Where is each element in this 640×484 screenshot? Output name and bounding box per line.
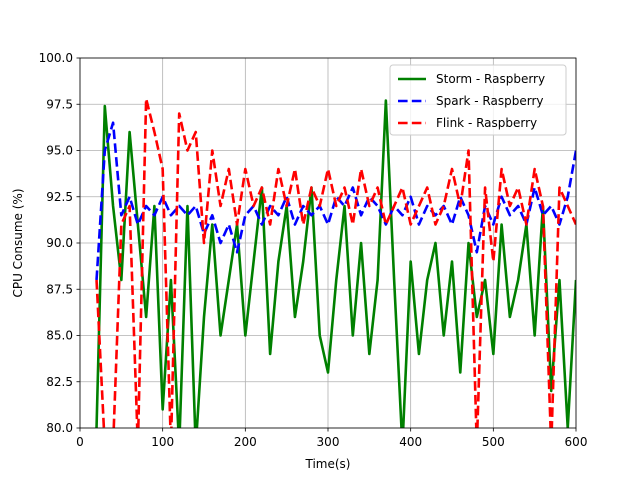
x-tick-label: 400 (399, 435, 422, 449)
y-tick-label: 80.0 (46, 421, 73, 435)
legend-box (389, 64, 567, 136)
x-tick-label: 500 (482, 435, 505, 449)
x-axis-label: Time(s) (305, 457, 351, 471)
plot-area (95, 97, 576, 428)
y-tick-label: 95.0 (46, 144, 73, 158)
y-tick-label: 97.5 (46, 97, 73, 111)
legend-label: Spark - Raspberry (436, 94, 543, 108)
y-tick-label: 82.5 (46, 375, 73, 389)
y-tick-label: 100.0 (39, 51, 73, 65)
series-line (95, 99, 576, 428)
y-tick-label: 90.0 (46, 236, 73, 250)
axes-frame (79, 57, 577, 429)
series-line (95, 97, 576, 428)
y-tick-label: 92.5 (46, 190, 73, 204)
x-tick-label: 0 (76, 435, 84, 449)
legend-label: Flink - Raspberry (436, 116, 537, 130)
y-axis-label: CPU Consume (%) (11, 188, 25, 297)
x-tick-label: 300 (317, 435, 340, 449)
y-tick-label: 85.0 (46, 329, 73, 343)
y-tick-label: 87.5 (46, 282, 73, 296)
legend-label: Storm - Raspberry (436, 72, 545, 86)
x-tick-label: 200 (234, 435, 257, 449)
x-tick-label: 600 (565, 435, 588, 449)
x-tick-label: 100 (151, 435, 174, 449)
